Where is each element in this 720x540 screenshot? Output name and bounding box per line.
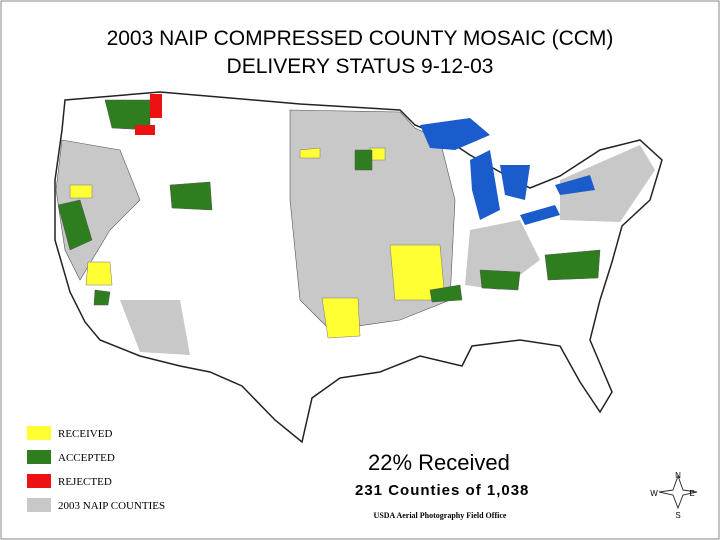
naip-region: [120, 300, 190, 355]
legend-swatch: [27, 450, 51, 464]
legend-label: RECEIVED: [58, 428, 112, 440]
naip-region: [560, 145, 655, 222]
county-count: 231 Counties of 1,038: [355, 482, 529, 499]
legend-label: 2003 NAIP COUNTIES: [58, 500, 165, 512]
great-lakes: [420, 118, 595, 225]
percent-received: 22% Received: [368, 450, 510, 475]
compass-e: E: [689, 489, 694, 498]
title-line: DELIVERY STATUS 9-12-03: [227, 55, 494, 78]
legend-label: REJECTED: [58, 476, 112, 488]
compass-w: W: [650, 489, 658, 498]
compass-n: N: [675, 471, 681, 480]
legend-label: ACCEPTED: [58, 452, 115, 464]
credit: USDA Aerial Photography Field Office: [374, 511, 507, 520]
compass-rose: [658, 474, 698, 510]
compass-s: S: [675, 511, 680, 520]
legend-swatch: [27, 498, 51, 512]
rejected-area: [135, 94, 162, 135]
legend-swatch: [27, 426, 51, 440]
map: [54, 91, 663, 444]
legend: RECEIVED ACCEPTED REJECTED 2003 NAIP COUNTI…: [27, 426, 165, 512]
compass: N W E S: [650, 471, 698, 520]
title-line: 2003 NAIP COMPRESSED COUNTY MOSAIC (CCM): [107, 27, 614, 50]
legend-swatch: [27, 474, 51, 488]
